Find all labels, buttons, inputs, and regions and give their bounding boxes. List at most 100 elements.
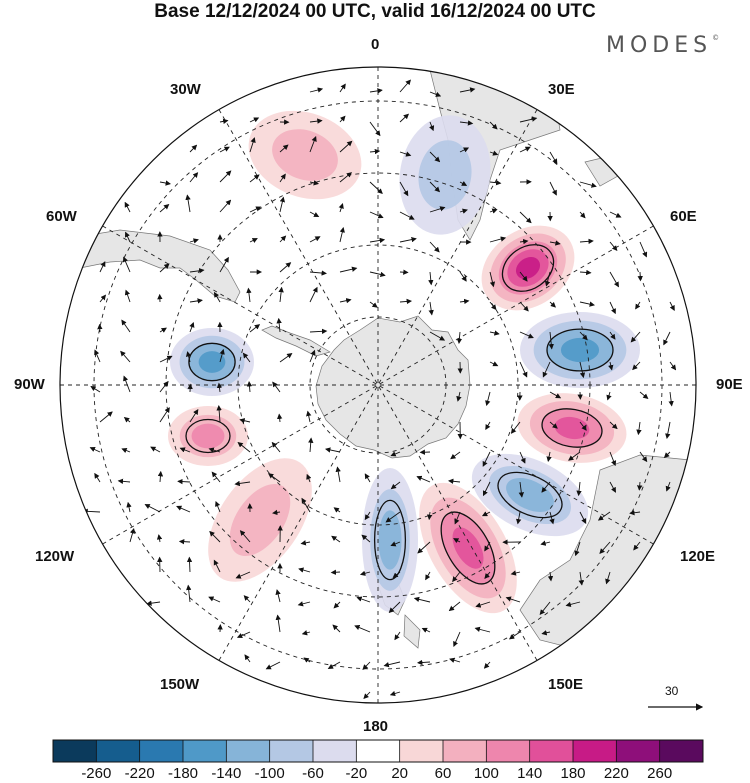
wind-vector-arrow — [309, 349, 316, 363]
wind-vector-arrow — [276, 317, 282, 333]
wind-vector-arrow — [429, 121, 435, 132]
wind-vector-arrow — [309, 87, 324, 93]
wind-vector-arrow — [90, 385, 101, 393]
colorbar-label: 60 — [434, 765, 452, 782]
wind-vector-arrow — [416, 659, 431, 666]
wind-vector-arrow — [428, 271, 434, 286]
wind-vector-arrow — [540, 540, 551, 546]
wind-vector-arrow — [456, 391, 462, 402]
wind-vector-arrow — [361, 534, 371, 543]
wind-vector-arrow — [364, 511, 371, 521]
wind-vector-arrow — [609, 451, 617, 467]
wind-vector-arrow — [574, 541, 581, 557]
wind-vector-arrow — [159, 355, 173, 363]
wind-vector-arrow — [450, 451, 461, 460]
wind-vector-arrow — [609, 241, 618, 252]
anomaly-blob-6 — [362, 468, 418, 612]
wind-vector-arrow — [484, 541, 491, 552]
wind-vector-arrow — [298, 567, 311, 573]
lon-label-150w: 150W — [160, 676, 200, 693]
wind-vector-arrow — [399, 181, 409, 197]
wind-vector-arrow — [94, 349, 101, 363]
wind-vector-arrow — [369, 237, 386, 244]
wind-vector-arrow — [639, 241, 648, 258]
anomaly-contour — [506, 478, 554, 512]
wind-vector-arrow — [325, 447, 341, 453]
wind-vector-arrow — [301, 630, 311, 636]
wind-vector-arrow — [309, 118, 323, 124]
wind-vector-arrow — [519, 301, 529, 312]
anomaly-contour — [515, 257, 541, 279]
wind-vector-arrow — [578, 571, 584, 586]
wind-vector-arrow — [482, 481, 491, 497]
wind-vector-arrow — [485, 391, 491, 407]
wind-vector-arrow — [369, 271, 386, 278]
wind-vector-arrow — [452, 571, 461, 583]
wind-vector-arrow — [416, 475, 431, 483]
wind-vector-arrow — [665, 421, 671, 440]
wind-vector-arrow — [663, 451, 671, 459]
colorbar-label: 260 — [647, 765, 673, 782]
lon-label-90w: 90W — [14, 376, 45, 393]
circulation-streamline — [188, 342, 236, 382]
wind-vector-arrow — [186, 556, 193, 573]
wind-vector-arrow — [546, 451, 552, 462]
wind-vector-arrow — [489, 301, 497, 311]
wind-vector-arrow — [489, 180, 502, 186]
wind-vector-arrow — [482, 451, 491, 467]
wind-vector-arrow — [117, 478, 131, 485]
wind-vector-arrow — [449, 657, 461, 663]
wind-vector-arrow — [364, 473, 371, 483]
map-title: Base 12/12/2024 00 UTC, valid 16/12/2024… — [154, 1, 596, 22]
wind-vector-arrow — [272, 509, 281, 516]
wind-vector-arrow — [428, 301, 434, 316]
wind-vectors — [82, 79, 677, 700]
wind-vector-arrow — [456, 331, 463, 344]
colorbar-swatch-12 — [529, 740, 574, 762]
colorbar-swatch-9 — [399, 740, 444, 762]
wind-vector-arrow — [211, 471, 221, 483]
wind-vector-arrow — [394, 631, 401, 641]
wind-vector-arrow — [635, 301, 641, 310]
wind-vector-arrow — [120, 350, 131, 363]
wind-vector-arrow — [94, 472, 101, 483]
wind-vector-arrow — [309, 270, 327, 276]
wind-vector-arrow — [599, 541, 611, 555]
wind-vector-arrow — [219, 199, 232, 213]
wind-vector-arrow — [453, 631, 461, 647]
wind-vector-arrow — [123, 416, 131, 423]
anomaly-contour — [191, 423, 225, 449]
wind-vector-arrow — [249, 324, 261, 333]
wind-vector-arrow — [279, 173, 286, 183]
wind-vector-arrow — [339, 298, 352, 304]
wind-vector-arrow — [265, 661, 281, 670]
wind-vector-arrow — [519, 238, 529, 245]
wind-vector-arrow — [146, 600, 161, 606]
wind-vector-arrow — [632, 361, 641, 371]
anomaly-blob-8 — [170, 328, 254, 396]
anomaly-blob-4 — [471, 453, 589, 537]
anomaly-contour — [198, 351, 226, 373]
wind-vector-arrow — [369, 88, 383, 94]
wind-vector-arrow — [515, 511, 522, 525]
wind-vector-arrow — [219, 256, 229, 273]
wind-vector-arrow — [369, 148, 381, 155]
wind-vector-arrow — [639, 451, 648, 463]
wind-vector-arrow — [338, 203, 344, 213]
wind-vector-arrow — [549, 181, 557, 196]
wind-vector-arrow — [518, 481, 524, 498]
anomaly-contour — [272, 129, 338, 181]
lon-label-30w: 30W — [170, 81, 201, 98]
wind-vector-arrow — [579, 238, 594, 245]
wind-vector-arrow — [249, 206, 262, 213]
wind-vector-arrow — [605, 571, 611, 585]
wind-vector-arrow — [249, 117, 260, 123]
wind-vector-arrow — [356, 596, 371, 603]
lon-label-30e: 30E — [548, 81, 575, 98]
wind-vector-arrow — [459, 271, 467, 282]
wind-vector-arrow — [579, 361, 586, 379]
south-america-landmass — [60, 229, 241, 303]
meridian-line-150 — [218, 109, 538, 661]
wind-vector-arrow — [399, 79, 411, 93]
wind-vector-arrow — [267, 473, 281, 483]
